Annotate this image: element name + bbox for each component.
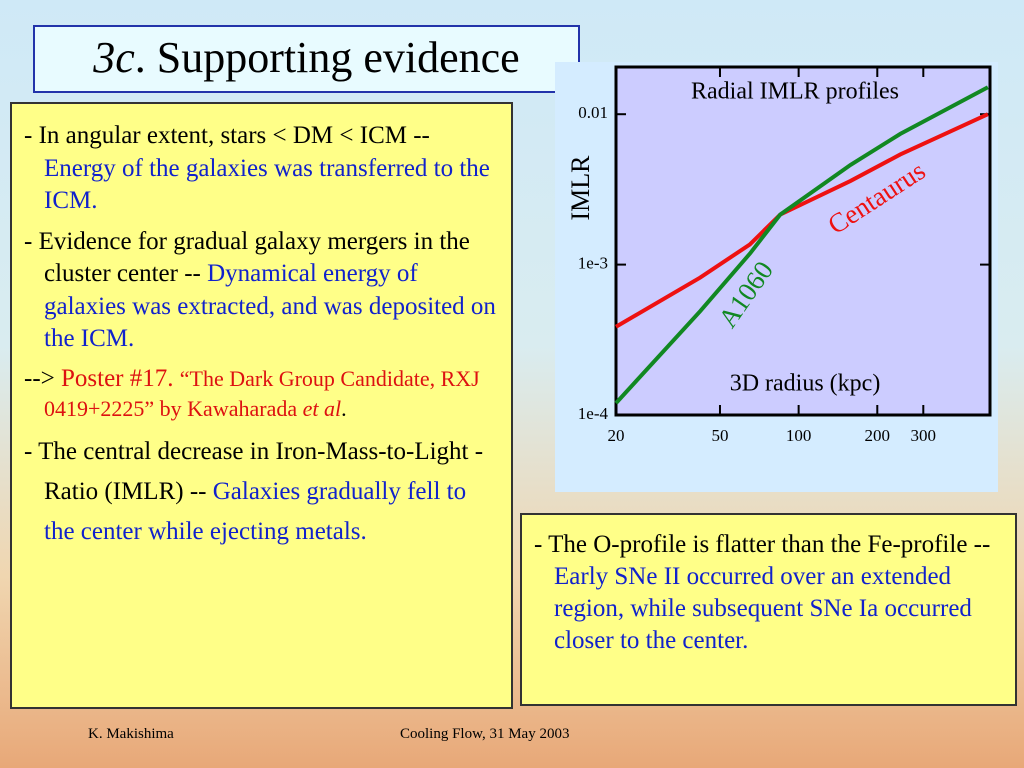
text: --> bbox=[24, 364, 61, 392]
item: - In angular extent, stars < DM < ICM --… bbox=[24, 120, 501, 218]
text: - Evidence for gradual galaxy mergers in… bbox=[24, 227, 470, 288]
text: Dynamical energy of galaxies was extract… bbox=[44, 260, 496, 352]
text: - In angular extent, stars < DM < ICM -- bbox=[24, 122, 430, 149]
item: - The O-profile is flatter than the Fe-p… bbox=[534, 529, 1005, 657]
footer-author: K. Makishima bbox=[88, 726, 174, 742]
item: --> Poster #17. “The Dark Group Candidat… bbox=[24, 364, 501, 424]
text: Galaxies gradually fell to the center wh… bbox=[44, 477, 467, 545]
series-line bbox=[614, 85, 989, 405]
text: - The central decrease in Iron-Mass-to-L… bbox=[24, 437, 484, 505]
right-box: - The O-profile is flatter than the Fe-p… bbox=[520, 513, 1017, 706]
x-tick-label: 50 bbox=[711, 426, 728, 445]
x-tick-label: 100 bbox=[786, 426, 812, 445]
title-italic: 3c bbox=[93, 33, 135, 82]
text: Early SNe II occurred over an extended r… bbox=[554, 563, 972, 654]
text: Poster #17. bbox=[61, 364, 180, 392]
x-tick-label: 300 bbox=[911, 426, 937, 445]
text: et al bbox=[302, 395, 342, 421]
plot-area bbox=[614, 65, 992, 417]
title-text: . Supporting evidence bbox=[134, 33, 520, 82]
y-tick-label: 1e-4 bbox=[578, 404, 609, 423]
footer-event: Cooling Flow, 31 May 2003 bbox=[400, 726, 570, 742]
y-tick-label: 1e-3 bbox=[578, 254, 608, 273]
left-box: - In angular extent, stars < DM < ICM --… bbox=[10, 102, 513, 709]
title-box: 3c. Supporting evidence bbox=[33, 25, 580, 93]
chart: Radial IMLR profiles 3D radius (kpc) IML… bbox=[555, 62, 998, 492]
text: Energy of the galaxies was transferred t… bbox=[44, 154, 490, 215]
y-tick-label: 0.01 bbox=[578, 103, 608, 122]
text: . bbox=[341, 395, 347, 421]
chart-title: Radial IMLR profiles bbox=[691, 79, 899, 105]
item: - The central decrease in Iron-Mass-to-L… bbox=[24, 432, 501, 552]
item: - Evidence for gradual galaxy mergers in… bbox=[24, 226, 501, 356]
x-tick-label: 20 bbox=[608, 426, 625, 445]
text: - The O-profile is flatter than the Fe-p… bbox=[534, 531, 991, 558]
y-axis-label: IMLR bbox=[566, 155, 595, 221]
x-axis-label: 3D radius (kpc) bbox=[730, 371, 881, 397]
x-tick-label: 200 bbox=[865, 426, 891, 445]
text: “The Dark Group Candidate, RXJ 0419+2225… bbox=[44, 365, 480, 421]
